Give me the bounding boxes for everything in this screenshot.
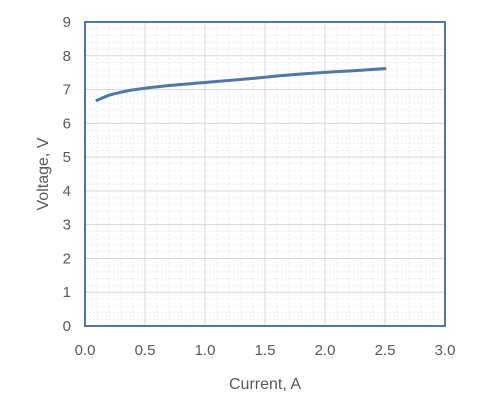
y-tick-labels: 0 1 2 3 4 5 6 7 8 9	[63, 14, 71, 335]
y-tick-label: 5	[63, 149, 71, 166]
x-tick-label: 0.0	[75, 342, 96, 359]
y-tick-label: 2	[63, 250, 71, 267]
y-tick-label: 7	[63, 82, 71, 99]
series-line-0	[95, 67, 387, 102]
y-axis-title: Voltage, V	[35, 137, 52, 210]
x-tick-labels: 0.0 0.5 1.0 1.5 2.0 2.5 3.0	[75, 342, 456, 359]
x-tick-label: 2.0	[315, 342, 336, 359]
x-tick-label: 2.5	[375, 342, 396, 359]
y-tick-label: 9	[63, 14, 71, 31]
x-tick-label: 1.0	[195, 342, 216, 359]
x-tick-label: 0.5	[135, 342, 156, 359]
plot-frame	[84, 21, 446, 327]
x-tick-label: 3.0	[435, 342, 456, 359]
y-tick-label: 8	[63, 48, 71, 65]
x-tick-label: 1.5	[255, 342, 276, 359]
y-tick-label: 0	[63, 318, 71, 335]
major-grid	[84, 21, 446, 327]
y-tick-label: 1	[63, 284, 71, 301]
y-tick-label: 4	[63, 183, 71, 200]
y-tick-label: 3	[63, 217, 71, 234]
y-tick-label: 6	[63, 115, 71, 132]
series-group	[95, 67, 387, 102]
x-axis-title: Current, A	[229, 376, 301, 393]
